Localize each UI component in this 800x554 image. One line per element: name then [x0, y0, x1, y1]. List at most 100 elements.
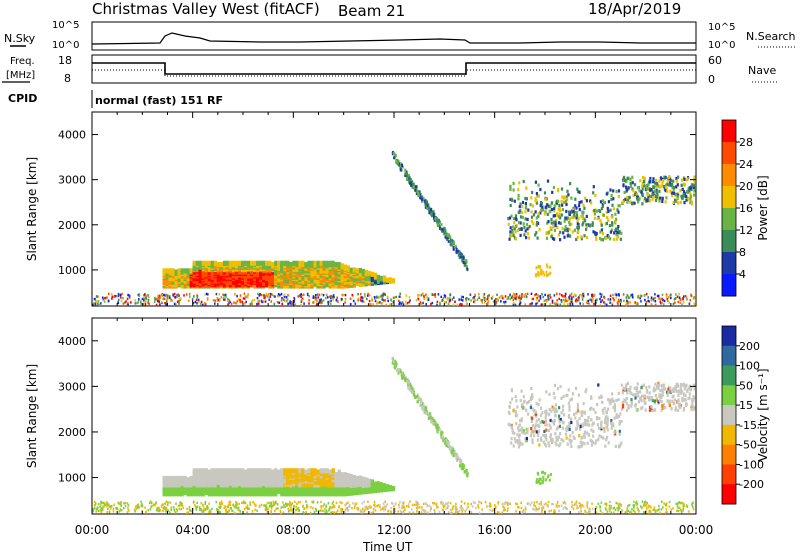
heatmap-cell	[379, 301, 381, 304]
heatmap-cell	[566, 189, 569, 193]
heatmap-cell	[373, 481, 378, 487]
heatmap-cell	[564, 506, 566, 509]
heatmap-cell	[690, 200, 693, 204]
heatmap-cell	[265, 292, 267, 296]
heatmap-cell	[126, 502, 129, 505]
heatmap-cell	[524, 511, 526, 514]
heatmap-cell	[569, 294, 571, 297]
cpid-label: CPID	[8, 92, 37, 105]
heatmap-cell	[200, 300, 203, 304]
colorbar-segment	[722, 230, 736, 253]
heatmap-cell	[530, 210, 533, 214]
heatmap-cell	[650, 194, 653, 198]
heatmap-cell	[572, 208, 575, 212]
heatmap-cell	[561, 295, 564, 298]
heatmap-cell	[235, 501, 237, 504]
heatmap-cell	[549, 296, 552, 299]
heatmap-cell	[415, 299, 418, 302]
heatmap-cell	[509, 294, 511, 297]
heatmap-cell	[375, 296, 378, 299]
heatmap-cell	[571, 297, 573, 300]
heatmap-cell	[595, 209, 598, 213]
heatmap-cell	[293, 296, 295, 300]
heatmap-cell	[209, 511, 212, 514]
heatmap-cell	[127, 293, 129, 297]
heatmap-cell	[455, 250, 458, 254]
heatmap-cell	[482, 296, 485, 299]
heatmap-cell	[631, 508, 633, 511]
heatmap-cell	[537, 273, 540, 277]
heatmap-cell	[644, 500, 647, 503]
heatmap-cell	[534, 210, 537, 214]
heatmap-cell	[343, 293, 345, 297]
heatmap-cell	[316, 300, 318, 303]
heatmap-cell	[572, 295, 575, 299]
heatmap-cell	[419, 192, 422, 196]
heatmap-cell	[178, 297, 181, 300]
heatmap-cell	[179, 501, 181, 504]
heatmap-cell	[496, 293, 498, 296]
heatmap-cell	[553, 302, 556, 305]
heatmap-cell	[162, 297, 164, 301]
heatmap-cell	[159, 303, 161, 306]
heatmap-cell	[258, 504, 261, 507]
heatmap-cell	[675, 176, 678, 181]
heatmap-cell	[299, 500, 302, 504]
heatmap-cell	[198, 477, 202, 483]
heatmap-cell	[682, 190, 686, 194]
heatmap-cell	[430, 208, 432, 212]
heatmap-cell	[365, 505, 368, 509]
heatmap-cell	[164, 510, 167, 513]
heatmap-cell	[570, 295, 573, 298]
heatmap-cell	[390, 510, 392, 513]
heatmap-cell	[216, 297, 219, 300]
heatmap-cell	[285, 504, 288, 507]
heatmap-cell	[352, 299, 355, 303]
heatmap-cell	[596, 216, 599, 221]
heatmap-cell	[402, 510, 405, 513]
heatmap-cell	[577, 227, 580, 231]
heatmap-cell	[143, 297, 145, 300]
heatmap-cell	[322, 509, 324, 512]
heatmap-cell	[558, 206, 561, 210]
heatmap-cell	[315, 294, 317, 297]
heatmap-cell	[582, 302, 584, 305]
heatmap-cell	[241, 482, 245, 488]
heatmap-cell	[156, 297, 158, 301]
heatmap-cell	[551, 299, 554, 303]
heatmap-cell	[374, 299, 377, 303]
heatmap-cell	[117, 292, 120, 296]
heatmap-cell	[632, 509, 635, 512]
heatmap-cell	[294, 303, 297, 306]
heatmap-cell	[645, 300, 648, 304]
heatmap-cell	[559, 230, 562, 234]
heatmap-cell	[538, 508, 540, 511]
heatmap-cell	[175, 511, 177, 514]
heatmap-cell	[532, 507, 534, 510]
heatmap-cell	[206, 507, 209, 511]
heatmap-cell	[545, 263, 548, 267]
heatmap-cell	[252, 500, 254, 504]
heatmap-cell	[666, 180, 669, 184]
heatmap-cell	[553, 207, 556, 211]
colorbar-tick-label: 4	[739, 268, 746, 281]
heatmap-cell	[625, 178, 628, 182]
heatmap-cell	[680, 183, 683, 187]
heatmap-cell	[400, 506, 403, 509]
heatmap-cell	[551, 190, 554, 194]
heatmap-cell	[367, 270, 371, 276]
heatmap-cell	[586, 301, 588, 304]
heatmap-cell	[228, 301, 231, 304]
heatmap-cell	[358, 475, 362, 481]
heatmap-cell	[112, 510, 115, 513]
heatmap-cell	[273, 302, 276, 306]
heatmap-cell	[637, 508, 639, 511]
heatmap-cell	[214, 302, 216, 305]
heatmap-cell	[506, 297, 508, 301]
heatmap-cell	[267, 507, 269, 510]
heatmap-cell	[563, 228, 566, 232]
heatmap-cell	[543, 503, 546, 506]
heatmap-cell	[636, 195, 639, 199]
heatmap-cell	[532, 213, 536, 217]
heatmap-cell	[155, 303, 158, 307]
